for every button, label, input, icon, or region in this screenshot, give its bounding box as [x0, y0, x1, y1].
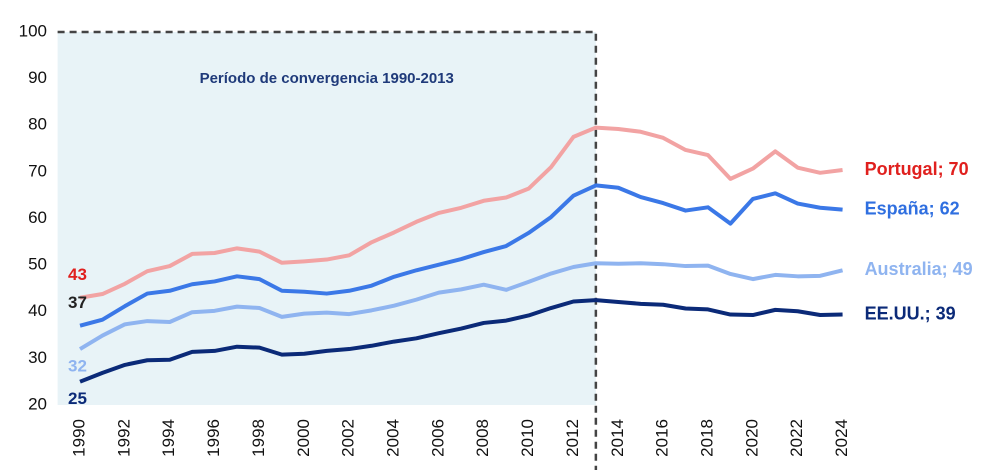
x-tick-label: 2018 [697, 419, 716, 457]
start-label: 37 [68, 293, 87, 312]
y-tick-label: 70 [28, 161, 47, 180]
y-tick-label: 100 [19, 21, 47, 40]
start-label: 32 [68, 357, 87, 376]
shaded-period [57, 32, 596, 405]
x-tick-label: 2004 [384, 419, 403, 457]
x-tick-label: 2024 [832, 419, 851, 457]
x-tick-label: 1998 [249, 419, 268, 457]
x-tick-label: 1992 [114, 419, 133, 457]
x-tick-label: 2000 [294, 419, 313, 457]
end-label: España; 62 [865, 198, 960, 218]
x-tick-label: 1996 [204, 419, 223, 457]
y-tick-label: 50 [28, 255, 47, 274]
x-tick-label: 2010 [518, 419, 537, 457]
x-tick-label: 1994 [159, 419, 178, 457]
x-tick-label: 2012 [563, 419, 582, 457]
y-tick-label: 40 [28, 301, 47, 320]
end-label: Portugal; 70 [865, 159, 969, 179]
period-border [57, 30, 598, 470]
x-tick-label: 2006 [428, 419, 447, 457]
series-line [79, 125, 843, 300]
series-line [79, 298, 843, 384]
x-tick-label: 2016 [653, 419, 672, 457]
y-tick-label: 60 [28, 208, 47, 227]
x-tick-label: 2008 [473, 419, 492, 457]
y-tick-label: 30 [28, 348, 47, 367]
series-line [78, 261, 844, 351]
annotation: Período de convergencia 1990-2013 [200, 70, 454, 87]
y-tick-label: 80 [28, 115, 47, 134]
start-label: 25 [68, 389, 87, 408]
start-label: 43 [68, 265, 87, 284]
x-tick-label: 2002 [339, 419, 358, 457]
end-label: Australia; 49 [865, 259, 973, 279]
x-tick-label: 2014 [608, 419, 627, 457]
x-tick-label: 2020 [742, 419, 761, 457]
end-label: EE.UU.; 39 [865, 303, 956, 323]
x-tick-label: 1990 [70, 419, 89, 457]
y-tick-label: 90 [28, 68, 47, 87]
series-line [79, 183, 843, 328]
y-tick-label: 20 [28, 394, 47, 413]
x-tick-label: 2022 [787, 419, 806, 457]
